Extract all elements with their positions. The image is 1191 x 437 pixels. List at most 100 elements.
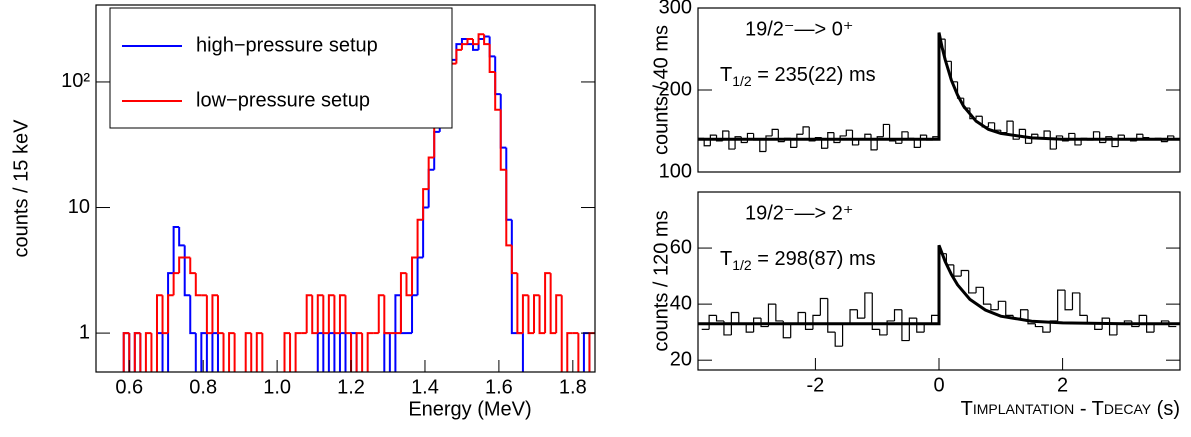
histogram-bin: [908, 317, 917, 341]
histogram-bin: [233, 333, 236, 372]
halflife-text: = 298(87) ms: [752, 248, 876, 270]
histogram-bin: [738, 312, 747, 325]
histogram-bin: [311, 295, 318, 335]
histogram-bin: [538, 295, 546, 335]
histogram-bin: [842, 323, 851, 347]
histogram-bin: [849, 309, 858, 324]
histogram-bin: [895, 140, 902, 144]
histogram-bin: [122, 332, 130, 372]
histogram-bin: [411, 294, 418, 334]
y-tick-label: 10: [68, 196, 90, 218]
histogram-bin: [416, 218, 424, 258]
histogram-bin: [856, 309, 865, 319]
histogram-bin: [1099, 131, 1106, 144]
y-tick-label: 60: [670, 236, 692, 258]
histogram-bin: [510, 245, 518, 275]
histogram-bin: [455, 48, 462, 64]
histogram-bin: [997, 300, 1006, 310]
histogram-bin: [871, 292, 880, 330]
y-axis-label: counts / 120 ms: [650, 210, 672, 351]
histogram-bin: [1043, 130, 1051, 139]
y-tick-label: 10²: [61, 70, 90, 92]
histogram-bin: [1079, 292, 1088, 316]
histogram-bin: [472, 44, 479, 51]
halflife-subscript: 1/2: [732, 257, 752, 273]
histogram-bin: [715, 315, 724, 322]
histogram-bin: [722, 130, 729, 141]
plot-frame: [95, 4, 596, 373]
x-axis-label-part: DECAY: [1104, 401, 1152, 417]
histogram-bin: [405, 273, 413, 297]
histogram-bin: [1006, 120, 1014, 133]
histogram-bin: [255, 332, 263, 372]
histogram-bin: [956, 81, 964, 99]
histogram-bin: [244, 332, 252, 372]
histogram-bin: [1057, 289, 1066, 321]
histogram-bin: [820, 137, 828, 149]
histogram-bin: [960, 269, 969, 277]
histogram-bin: [802, 126, 810, 135]
histogram-bin: [913, 138, 921, 148]
histogram-bin: [411, 256, 418, 296]
histogram-bin: [790, 323, 799, 338]
histogram-bin: [261, 333, 264, 372]
histogram-bin: [200, 332, 207, 372]
histogram-bin: [745, 323, 754, 333]
histogram-bin: [804, 312, 813, 330]
halflife-subscript: 1/2: [732, 73, 752, 89]
histogram-bin: [394, 294, 401, 372]
plot-area: [698, 32, 1180, 153]
histogram-bin: [760, 318, 769, 328]
histogram-bin: [494, 72, 501, 111]
halflife-symbol: T: [720, 64, 732, 86]
histogram-bin: [1142, 134, 1150, 139]
histogram-bin: [483, 34, 490, 46]
histogram-bin: [1116, 323, 1125, 335]
annotation-transition: 19/2⁻—> 2⁺: [745, 202, 853, 224]
histogram-bin: [1031, 133, 1038, 144]
histogram-bin: [1094, 323, 1103, 330]
histogram-bin: [930, 314, 939, 324]
histogram-bin: [205, 333, 208, 372]
histogram-bin: [1108, 318, 1117, 336]
histogram-bin: [709, 134, 717, 146]
histogram-bin: [797, 311, 806, 324]
histogram-bin: [560, 295, 563, 372]
histogram-bin: [527, 295, 535, 335]
histogram-bin: [216, 295, 224, 335]
histogram-bin: [827, 298, 836, 333]
histogram-bin: [427, 156, 435, 190]
histogram-bin: [466, 37, 474, 45]
x-tick-label: 0: [933, 374, 944, 396]
histogram-bin: [533, 294, 540, 334]
histogram-bin: [555, 294, 562, 334]
histogram-bin: [808, 126, 816, 142]
histogram-bin: [1024, 129, 1032, 144]
histogram-bin: [901, 131, 909, 144]
histogram-bin: [383, 295, 390, 335]
x-axis-label-part: IMPLANTATION: [973, 401, 1074, 417]
histogram-bin: [521, 333, 524, 372]
x-tick-label: 1.4: [411, 376, 439, 398]
histogram-bin: [834, 332, 843, 347]
histogram-bin: [228, 332, 235, 372]
histogram-bin: [350, 333, 353, 372]
histogram-bin: [549, 273, 557, 335]
histogram-bin: [730, 311, 739, 335]
histogram-bin: [516, 273, 523, 335]
histogram-bin: [139, 333, 142, 372]
x-tick-label: -2: [807, 374, 825, 396]
histogram-bin: [879, 329, 888, 336]
legend-label: low−pressure setup: [196, 89, 370, 111]
histogram-bin: [338, 332, 346, 372]
y-tick-label: 20: [670, 348, 692, 370]
histogram-bin: [333, 333, 336, 372]
histogram-bin: [289, 333, 292, 372]
histogram-bin: [344, 333, 347, 372]
histogram-bin: [211, 294, 218, 334]
histogram-bin: [588, 332, 595, 372]
histogram-bin: [975, 115, 983, 119]
histogram-bin: [144, 332, 152, 372]
x-tick-label: 1.2: [337, 376, 365, 398]
histogram-bin: [870, 134, 878, 151]
